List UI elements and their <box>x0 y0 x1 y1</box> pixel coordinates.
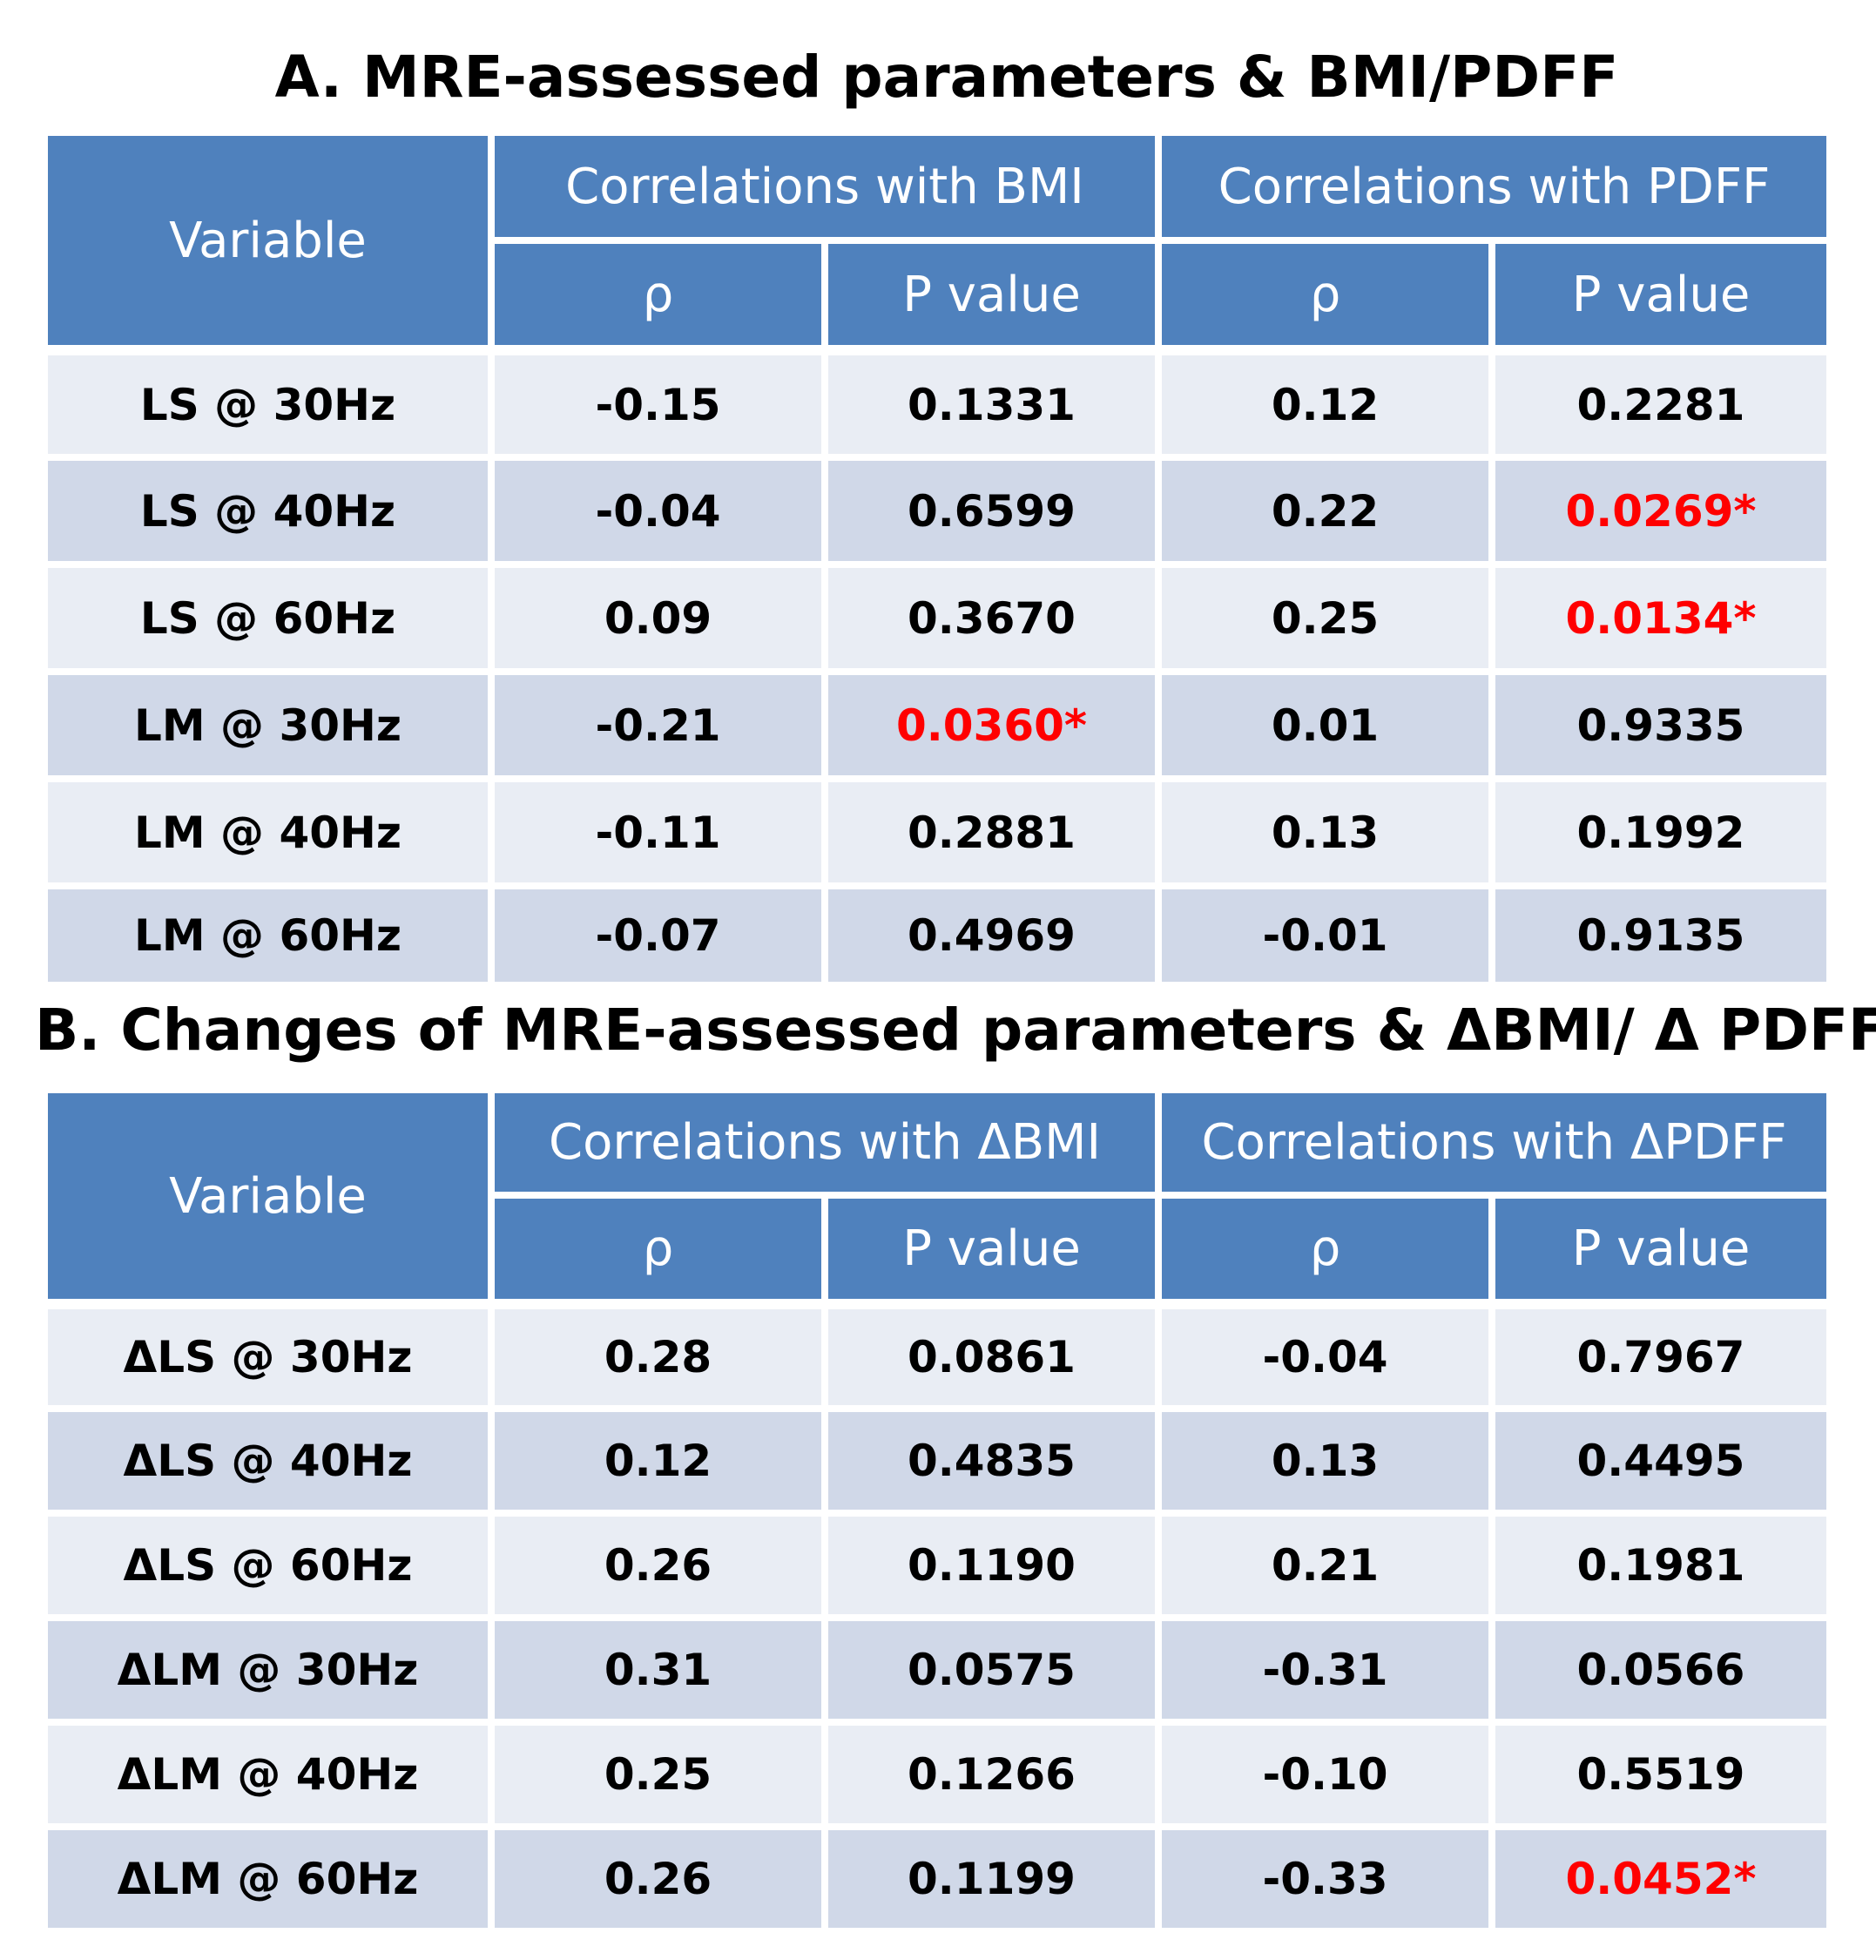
rho-cell: 0.25 <box>1162 568 1488 668</box>
p-value-cell: 0.4835 <box>828 1412 1155 1510</box>
variable-cell: ΔLS @ 60Hz <box>48 1517 488 1614</box>
p-value-header-1: P value <box>828 244 1155 345</box>
p-value-cell: 0.4969 <box>828 889 1155 982</box>
variable-header: Variable <box>48 1093 488 1299</box>
p-value-cell: 0.7967 <box>1495 1309 1826 1405</box>
group-header-1: Correlations with BMI <box>495 136 1155 237</box>
rho-cell: 0.12 <box>1162 355 1488 454</box>
p-value-cell: 0.1992 <box>1495 782 1826 882</box>
table-a-title: A. MRE-assessed parameters & BMI/PDFF <box>274 44 1619 111</box>
p-value-cell: 0.1190 <box>828 1517 1155 1614</box>
rho-cell: -0.31 <box>1162 1621 1488 1719</box>
variable-cell: ΔLS @ 40Hz <box>48 1412 488 1510</box>
rho-cell: 0.25 <box>495 1726 821 1823</box>
p-value-cell: 0.2281 <box>1495 355 1826 454</box>
variable-cell: LM @ 60Hz <box>48 889 488 982</box>
rho-cell: 0.26 <box>495 1517 821 1614</box>
p-value-cell: 0.1266 <box>828 1726 1155 1823</box>
p-value-cell-significant: 0.0269* <box>1495 461 1826 561</box>
p-value-cell: 0.9135 <box>1495 889 1826 982</box>
variable-cell: LS @ 60Hz <box>48 568 488 668</box>
p-value-header-2: P value <box>1495 244 1826 345</box>
rho-cell: -0.21 <box>495 675 821 775</box>
variable-cell: ΔLM @ 60Hz <box>48 1830 488 1928</box>
p-value-cell: 0.4495 <box>1495 1412 1826 1510</box>
variable-cell: ΔLS @ 30Hz <box>48 1309 488 1405</box>
p-value-cell: 0.3670 <box>828 568 1155 668</box>
rho-header-2: ρ <box>1162 244 1488 345</box>
rho-cell: -0.04 <box>1162 1309 1488 1405</box>
rho-cell: 0.26 <box>495 1830 821 1928</box>
table-b: Variable Correlations with ΔBMI Correlatio… <box>48 1093 1833 1928</box>
variable-cell: LM @ 30Hz <box>48 675 488 775</box>
p-value-cell-significant: 0.0134* <box>1495 568 1826 668</box>
rho-cell: -0.07 <box>495 889 821 982</box>
rho-header-1: ρ <box>495 1199 821 1299</box>
p-value-cell: 0.1981 <box>1495 1517 1826 1614</box>
p-value-header-2: P value <box>1495 1199 1826 1299</box>
rho-cell: 0.13 <box>1162 1412 1488 1510</box>
variable-cell: LS @ 40Hz <box>48 461 488 561</box>
rho-cell: 0.13 <box>1162 782 1488 882</box>
p-value-header-1: P value <box>828 1199 1155 1299</box>
rho-cell: 0.21 <box>1162 1517 1488 1614</box>
rho-header-2: ρ <box>1162 1199 1488 1299</box>
p-value-cell: 0.9335 <box>1495 675 1826 775</box>
variable-cell: LM @ 40Hz <box>48 782 488 882</box>
rho-cell: 0.28 <box>495 1309 821 1405</box>
rho-cell: -0.33 <box>1162 1830 1488 1928</box>
group-header-2: Correlations with PDFF <box>1162 136 1826 237</box>
rho-cell: -0.04 <box>495 461 821 561</box>
table-a: Variable Correlations with BMI Correlation… <box>48 136 1833 982</box>
p-value-cell: 0.2881 <box>828 782 1155 882</box>
rho-cell: -0.01 <box>1162 889 1488 982</box>
variable-cell: ΔLM @ 30Hz <box>48 1621 488 1719</box>
rho-cell: -0.15 <box>495 355 821 454</box>
p-value-cell-significant: 0.0452* <box>1495 1830 1826 1928</box>
rho-header-1: ρ <box>495 244 821 345</box>
p-value-cell: 0.1331 <box>828 355 1155 454</box>
rho-cell: 0.09 <box>495 568 821 668</box>
variable-cell: ΔLM @ 40Hz <box>48 1726 488 1823</box>
rho-cell: -0.11 <box>495 782 821 882</box>
group-header-2: Correlations with ΔPDFF <box>1162 1093 1826 1192</box>
p-value-cell: 0.1199 <box>828 1830 1155 1928</box>
rho-cell: 0.31 <box>495 1621 821 1719</box>
rho-cell: 0.12 <box>495 1412 821 1510</box>
rho-cell: -0.10 <box>1162 1726 1488 1823</box>
variable-header: Variable <box>48 136 488 345</box>
rho-cell: 0.22 <box>1162 461 1488 561</box>
rho-cell: 0.01 <box>1162 675 1488 775</box>
variable-cell: LS @ 30Hz <box>48 355 488 454</box>
p-value-cell: 0.0575 <box>828 1621 1155 1719</box>
p-value-cell: 0.6599 <box>828 461 1155 561</box>
p-value-cell: 0.0566 <box>1495 1621 1826 1719</box>
p-value-cell-significant: 0.0360* <box>828 675 1155 775</box>
p-value-cell: 0.5519 <box>1495 1726 1826 1823</box>
group-header-1: Correlations with ΔBMI <box>495 1093 1155 1192</box>
table-b-title: B. Changes of MRE-assessed parameters & … <box>35 997 1876 1064</box>
p-value-cell: 0.0861 <box>828 1309 1155 1405</box>
